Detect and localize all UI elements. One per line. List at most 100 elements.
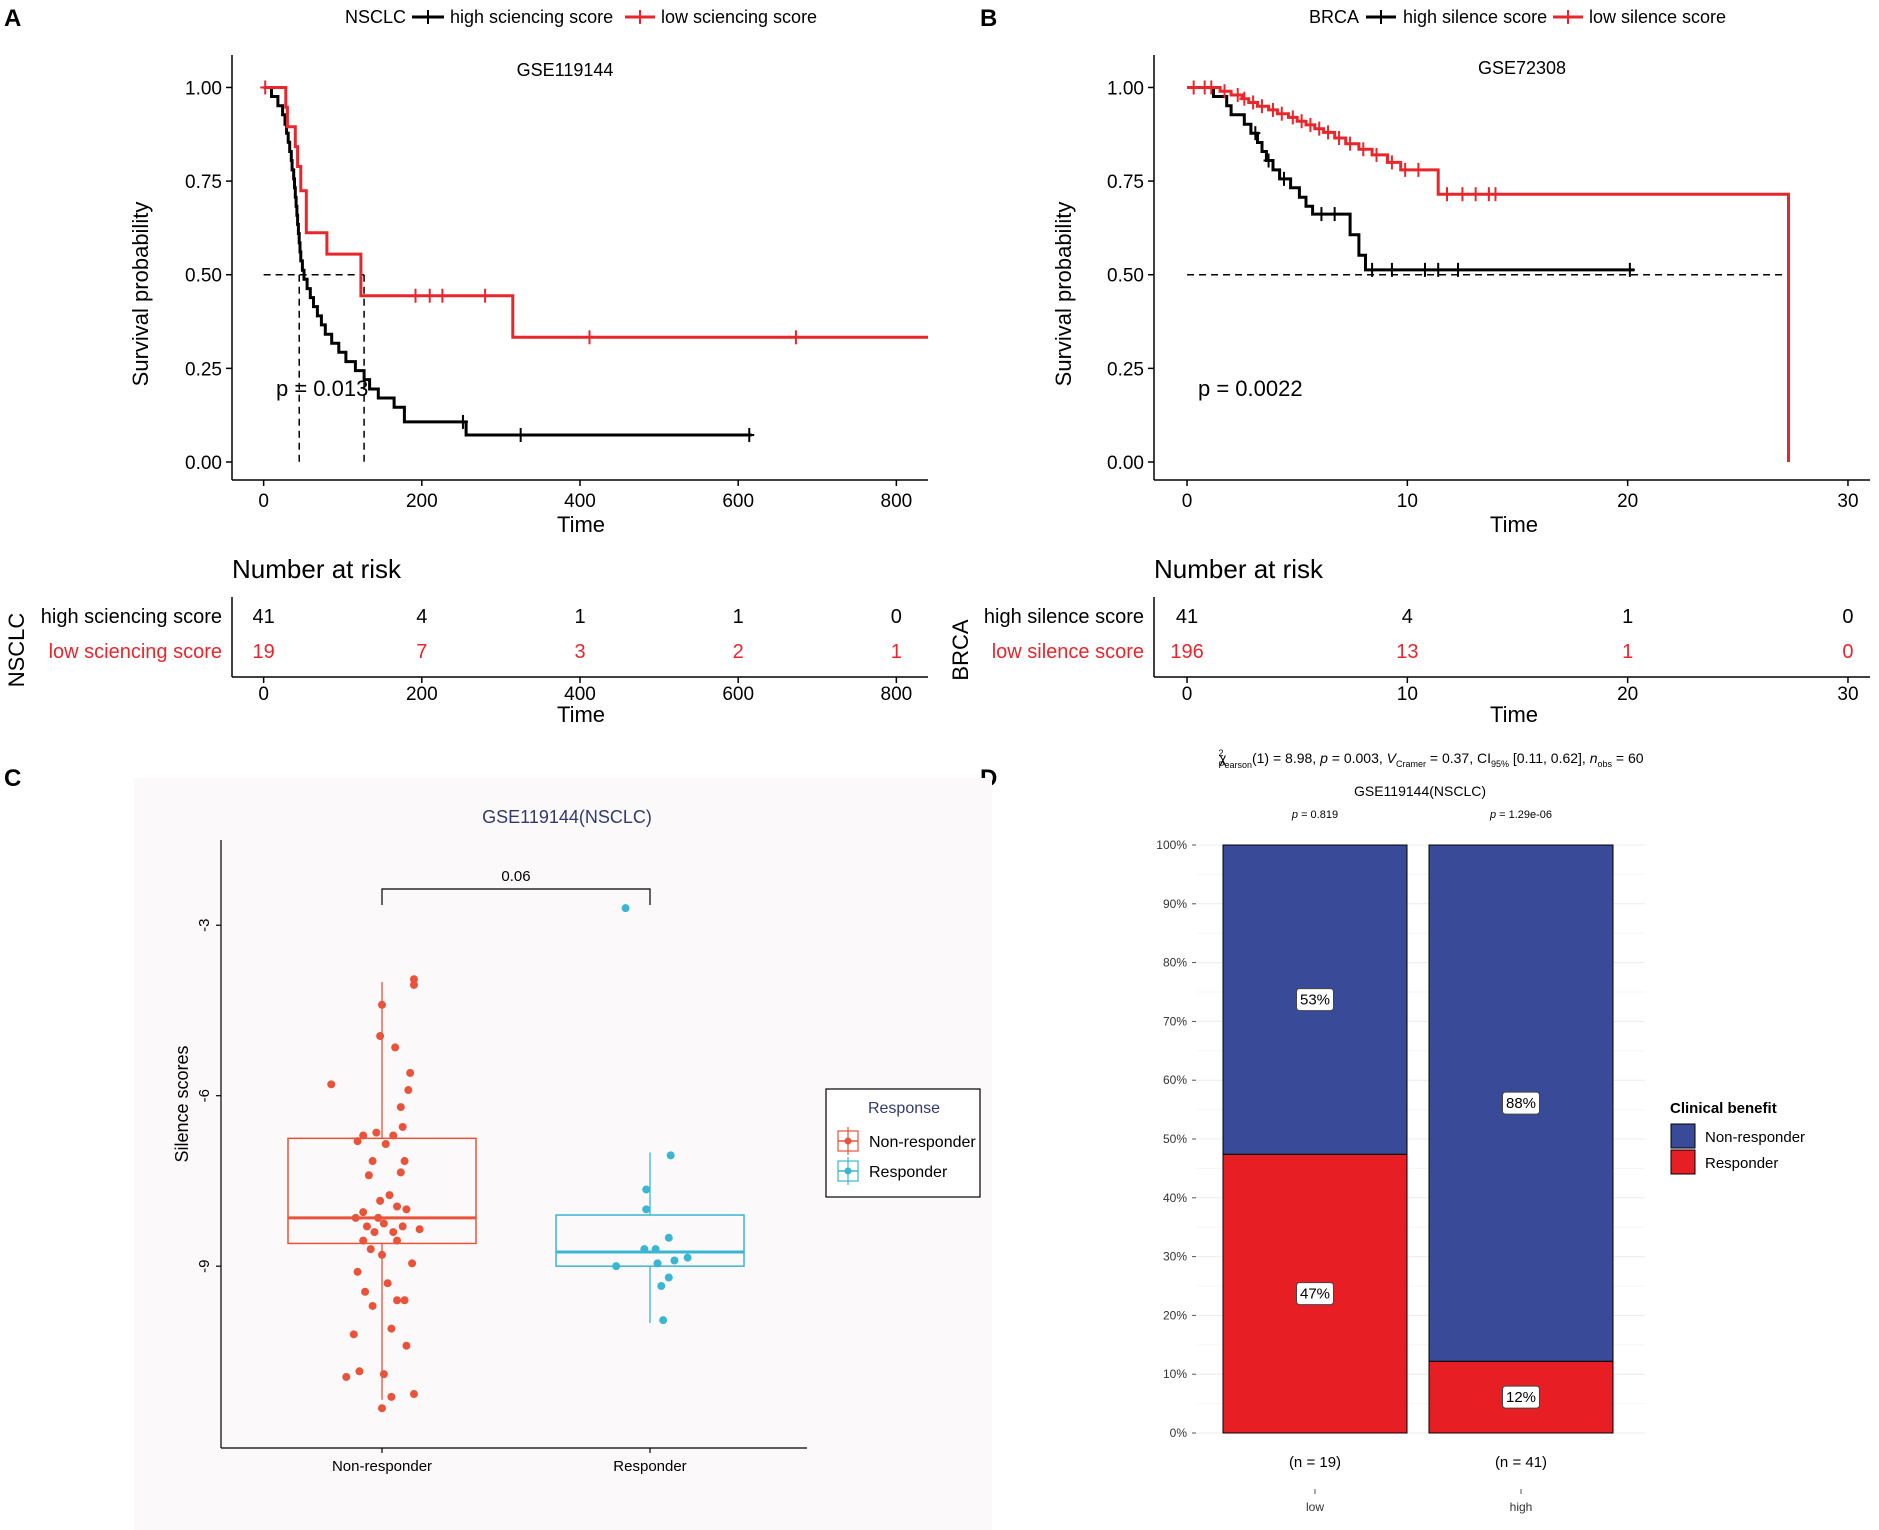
panel-d-plot-area: 0% 10% 20% 30% 40% 50% 60% 70% 80% 90% 100% 47% 53% p…: [1156, 809, 1645, 1514]
panel-b-curve-high: [1187, 86, 1635, 272]
panel-a-title: GSE119144: [517, 60, 614, 80]
panel-b-plot-area: 0.00 0.25 0.50 0.75 1.00 0 10 20 30: [1107, 55, 1870, 512]
panel-a-legend-title: NSCLC: [345, 7, 406, 27]
panel-c-bracket-label: 0.06: [501, 868, 530, 885]
panel-a-y-tick-label: 0.25: [185, 359, 222, 380]
panel-c-legend-responder-label: Responder: [869, 1164, 948, 1181]
panel-c-point: [372, 1128, 381, 1137]
panel-c-point: [359, 1131, 368, 1140]
panel-c-point: [391, 1043, 400, 1052]
panel-c-point: [653, 1259, 662, 1268]
panel-a-x-tick-label: 600: [722, 491, 754, 512]
panel-d-data-label-box: [1502, 1385, 1540, 1409]
panel-a-risk-cell: 2: [733, 641, 744, 663]
panel-c-legend-box: [825, 1088, 981, 1198]
panel-b-legend-high-label: high silence score: [1403, 7, 1547, 27]
panel-c-y-tick-label: -6: [196, 1089, 213, 1102]
panel-c-point: [406, 1068, 415, 1077]
panel-d-data-label-box: [1296, 1282, 1334, 1306]
panel-d-y-tick-label: 20%: [1163, 1308, 1187, 1322]
panel-a-risk-cell: 1: [733, 606, 744, 628]
panel-d-legend: Clinical benefit Non-responder Responder: [1670, 1100, 1805, 1175]
panel-b-y-tick-label: 0.00: [1107, 453, 1144, 474]
panel-a-curve-high: [263, 86, 752, 437]
panel-c-x-tick-label: Non-responder: [332, 1458, 432, 1475]
panel-c-point: [381, 1140, 390, 1148]
panel-d-legend-responder-swatch: [1670, 1149, 1696, 1175]
panel-a-risk-cell: 3: [574, 641, 585, 663]
panel-b-risk-cell: 41: [1176, 606, 1198, 628]
panel-c-point: [378, 1000, 386, 1009]
panel-d-stat-subtitle: χ2 Pearson(1) = 8.98, p = 0.003, VCramer …: [1218, 748, 1643, 770]
panel-b-legend: BRCA high silence score low silence scor…: [1309, 7, 1726, 27]
panel-b-risk-cell: 196: [1170, 641, 1203, 663]
panel-b-risk-x-tick-label: 30: [1837, 684, 1858, 705]
panel-c-point: [393, 1296, 402, 1305]
panel-d-y-tick-label: 30%: [1163, 1250, 1187, 1264]
panel-c-point: [368, 1301, 377, 1310]
panel-d-legend-responder-label: Responder: [1705, 1155, 1778, 1172]
panel-c-y-tick-label: -3: [196, 919, 213, 932]
panel-b-y-tick-label: 0.50: [1107, 266, 1144, 287]
panel-a-x-tick-label: 200: [406, 491, 438, 512]
panel-c-point: [393, 1202, 402, 1211]
panel-b-x-tick-label: 20: [1617, 491, 1638, 512]
panel-c-point: [642, 1185, 651, 1194]
panel-c-significance-bracket: [381, 888, 651, 905]
panel-a-risk-cell: 4: [416, 606, 427, 628]
panel-c-point: [664, 1233, 673, 1242]
panel-c-point: [376, 1032, 385, 1041]
panel-a-risk-cell: 1: [891, 641, 902, 663]
panel-c-point: [642, 1205, 651, 1214]
panel-b-x-tick-label: 0: [1182, 491, 1193, 512]
panel-d-x-tick-label: high: [1510, 1500, 1533, 1514]
panel-b-pvalue: p = 0.0022: [1198, 376, 1303, 401]
panel-b-risk-cell: 13: [1396, 641, 1418, 663]
panel-d-stacked-bar: χ2 Pearson(1) = 8.98, p = 0.003, VCramer …: [1156, 748, 1805, 1514]
panel-a-risk-cell: 0: [891, 606, 902, 628]
panel-a-y-tick-label: 0.50: [185, 266, 222, 287]
panel-b-risk-x-tick-label: 20: [1617, 684, 1638, 705]
panel-c-point: [657, 1282, 666, 1291]
panel-b-y-tick-label: 0.25: [1107, 359, 1144, 380]
panel-c-box: [287, 1137, 477, 1245]
panel-d-y-tick-label: 100%: [1156, 838, 1187, 852]
panel-d-legend-nonresponder-label: Non-responder: [1705, 1129, 1805, 1146]
panel-b-risk-cell: 4: [1402, 606, 1413, 628]
panel-a-risk-table: Number at risk NSCLC high sciencing scor…: [4, 554, 928, 727]
panel-b-risk-title: Number at risk: [1154, 554, 1324, 584]
panel-a-risk-cell: 1: [574, 606, 585, 628]
panel-c-x-tick-label: Responder: [613, 1458, 686, 1475]
panel-a-y-axis-label: Survival probability: [128, 202, 153, 387]
panel-c-title: GSE119144(NSCLC): [482, 807, 652, 827]
panel-c-point: [396, 1168, 405, 1177]
panel-d-title: GSE119144(NSCLC): [1354, 783, 1486, 799]
panel-b-x-axis-label: Time: [1490, 512, 1538, 537]
panel-d-data-label-box: [1296, 988, 1334, 1012]
panel-c-point: [398, 1222, 407, 1231]
panel-c-point: [368, 1157, 377, 1166]
panel-label-c: C: [4, 765, 21, 792]
panel-c-legend-nonresponder-label: Non-responder: [869, 1134, 976, 1151]
panel-a-risk-cell: 19: [253, 641, 275, 663]
panel-b-y-tick-label: 1.00: [1107, 78, 1144, 99]
panel-c-point: [383, 1279, 392, 1288]
panel-c-point: [640, 1245, 649, 1254]
panel-b-legend-low-label: low silence score: [1589, 7, 1726, 27]
panel-a-risk-cells: 41 4 1 1 019 7 3 2 10 200 400 600 800: [253, 606, 913, 705]
panel-b-risk-cell: 1: [1622, 606, 1633, 628]
panel-c-point: [621, 904, 630, 913]
panel-b-risk-table: Number at risk BRCA high silence score l…: [948, 554, 1870, 727]
panel-c-point: [402, 1341, 411, 1350]
panel-d-bar-pvalue: p = 1.29e-06: [1489, 809, 1552, 821]
panel-label-a: A: [4, 5, 21, 32]
panel-a-risk-row-high-label: high sciencing score: [41, 606, 222, 628]
panel-d-data-label: 88%: [1506, 1095, 1536, 1112]
panel-d-n-label: (n = 19): [1289, 1454, 1341, 1471]
panel-c-point: [664, 1273, 673, 1282]
panel-c-point: [400, 1296, 409, 1305]
panel-b-risk-cell: 0: [1842, 606, 1853, 628]
panel-a-risk-title: Number at risk: [232, 554, 402, 584]
panel-c-point: [651, 1245, 660, 1254]
panel-c-point: [353, 1267, 362, 1276]
